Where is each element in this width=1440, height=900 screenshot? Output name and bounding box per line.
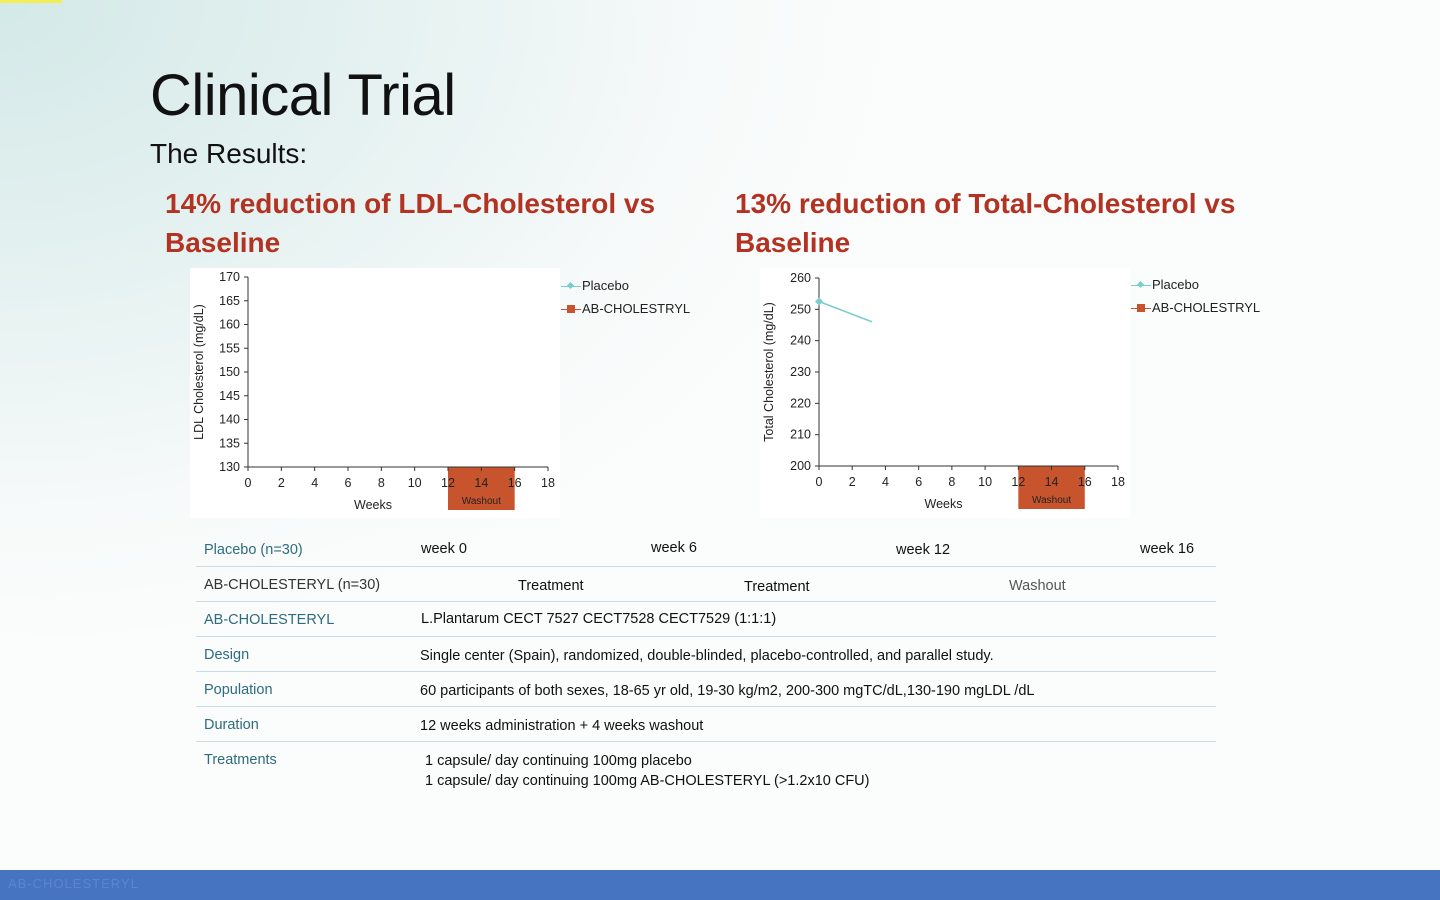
ldl-chart-legend: Placebo AB-CHOLESTRYL (561, 274, 690, 320)
y-tick-label: 135 (219, 436, 240, 450)
total-cholesterol-reduction-heading: 13% reduction of Total-Cholesterol vs Ba… (735, 188, 1236, 258)
slide-title: Clinical Trial (150, 63, 456, 128)
square-marker-icon (1131, 303, 1151, 313)
table-row: Placebo (n=30) week 0 week 6 week 12 wee… (196, 532, 1216, 567)
x-tick-label: 6 (915, 475, 922, 489)
y-tick-label: 220 (790, 396, 811, 410)
study-summary-table: Placebo (n=30) week 0 week 6 week 12 wee… (196, 532, 1216, 792)
x-tick-label: 10 (978, 475, 992, 489)
row-value: 1 capsule/ day continuing 100mg placebo … (425, 751, 870, 791)
total-cholesterol-chart: Washout 200 210 220 230 240 250 260 0 2 4 6 8 10 12 14 1… (760, 268, 1130, 518)
legend-item-placebo: Placebo (1131, 273, 1260, 296)
timeline-week-label: week 6 (651, 540, 697, 556)
table-row: Population 60 participants of both sexes… (196, 672, 1216, 707)
y-tick-label: 140 (219, 413, 240, 427)
x-tick-label: 6 (345, 476, 352, 490)
y-tick-label: 170 (219, 270, 240, 284)
legend-item-placebo: Placebo (561, 274, 690, 297)
x-tick-label: 4 (311, 476, 318, 490)
total-chart-legend: Placebo AB-CHOLESTRYL (1131, 273, 1260, 319)
row-label: Placebo (n=30) (204, 542, 303, 558)
washout-label: Washout (462, 496, 501, 507)
timeline-week-label: week 12 (896, 542, 951, 558)
square-marker-icon (561, 304, 581, 314)
row-value: 60 participants of both sexes, 18-65 yr … (420, 683, 1035, 699)
table-row: Treatments 1 capsule/ day continuing 100… (196, 742, 1216, 792)
footer-bar: AB-CHOLESTERYL (0, 870, 1440, 900)
timeline-week-label: week 16 (1140, 541, 1195, 557)
phase-label: Treatment (518, 578, 584, 594)
diamond-marker-icon (1131, 280, 1151, 290)
x-tick-label: 18 (1111, 475, 1125, 489)
timeline-week-label: week 0 (421, 541, 467, 557)
y-tick-label: 155 (219, 341, 240, 355)
ldl-cholesterol-chart: Washout 130 135 140 145 150 155 160 165 170 0 2 4 6 8 1… (190, 268, 560, 518)
y-tick-label: 230 (790, 365, 811, 379)
data-point-diamond (815, 297, 823, 306)
table-row: AB-CHOLESTERYL L.Plantarum CECT 7527 CEC… (196, 602, 1216, 637)
x-tick-label: 14 (1045, 475, 1059, 489)
y-tick-label: 210 (790, 428, 811, 442)
y-axis-label: LDL Cholesterol (mg/dL) (192, 304, 206, 440)
legend-label: AB-CHOLESTRYL (582, 301, 691, 316)
y-tick-label: 160 (219, 318, 240, 332)
x-tick-label: 8 (948, 475, 955, 489)
diamond-marker-icon (561, 281, 581, 291)
x-tick-label: 14 (474, 476, 488, 490)
row-label: AB-CHOLESTERYL (204, 612, 335, 628)
y-tick-label: 145 (219, 389, 240, 403)
x-axis-label: Weeks (925, 497, 963, 511)
washout-region (448, 467, 515, 510)
y-tick-label: 130 (219, 460, 240, 474)
table-row: AB-CHOLESTERYL (n=30) Treatment Treatmen… (196, 567, 1216, 602)
row-label: Duration (204, 717, 259, 733)
series-line-placebo (818, 300, 873, 323)
x-tick-label: 16 (1078, 475, 1092, 489)
y-tick-label: 260 (790, 271, 811, 285)
x-tick-label: 18 (541, 476, 555, 490)
row-label: AB-CHOLESTERYL (n=30) (204, 577, 381, 593)
y-tick-label: 165 (219, 294, 240, 308)
table-row: Design Single center (Spain), randomized… (196, 637, 1216, 672)
x-tick-label: 4 (882, 475, 889, 489)
phase-label: Washout (1009, 578, 1066, 594)
phase-label: Treatment (744, 579, 810, 595)
x-tick-label: 2 (849, 475, 856, 489)
row-value: L.Plantarum CECT 7527 CECT7528 CECT7529 … (421, 611, 777, 627)
row-value: Single center (Spain), randomized, doubl… (420, 648, 994, 664)
top-accent-bar (0, 0, 62, 3)
legend-label: AB-CHOLESTRYL (1152, 300, 1261, 315)
legend-item-ab-cholestryl: AB-CHOLESTRYL (1131, 296, 1260, 319)
x-tick-label: 16 (508, 476, 522, 490)
legend-label: Placebo (1152, 277, 1199, 292)
row-value: 12 weeks administration + 4 weeks washou… (420, 718, 704, 734)
y-axis-label: Total Cholesterol (mg/dL) (762, 302, 776, 442)
slide-subtitle: The Results: (150, 138, 308, 169)
x-tick-label: 10 (408, 476, 422, 490)
x-tick-label: 2 (278, 476, 285, 490)
washout-label: Washout (1032, 495, 1071, 506)
y-tick-label: 150 (219, 365, 240, 379)
x-tick-label: 12 (441, 476, 455, 490)
treatment-line: 1 capsule/ day continuing 100mg AB-CHOLE… (425, 773, 870, 789)
y-tick-label: 250 (790, 302, 811, 316)
treatment-line: 1 capsule/ day continuing 100mg placebo (425, 753, 692, 769)
row-label: Treatments (204, 752, 277, 768)
footer-brand-text: AB-CHOLESTERYL (8, 876, 139, 891)
y-tick-label: 200 (790, 459, 811, 473)
x-tick-label: 0 (245, 476, 252, 490)
y-tick-label: 240 (790, 334, 811, 348)
x-tick-label: 8 (378, 476, 385, 490)
table-row: Duration 12 weeks administration + 4 wee… (196, 707, 1216, 742)
x-tick-label: 12 (1011, 475, 1025, 489)
legend-item-ab-cholestryl: AB-CHOLESTRYL (561, 297, 690, 320)
washout-region (1018, 466, 1085, 509)
x-tick-label: 0 (816, 475, 823, 489)
x-axis-label: Weeks (354, 498, 392, 512)
ldl-reduction-heading: 14% reduction of LDL-Cholesterol vs Base… (165, 188, 656, 258)
row-label: Population (204, 682, 273, 698)
legend-label: Placebo (582, 278, 629, 293)
row-label: Design (204, 647, 250, 663)
